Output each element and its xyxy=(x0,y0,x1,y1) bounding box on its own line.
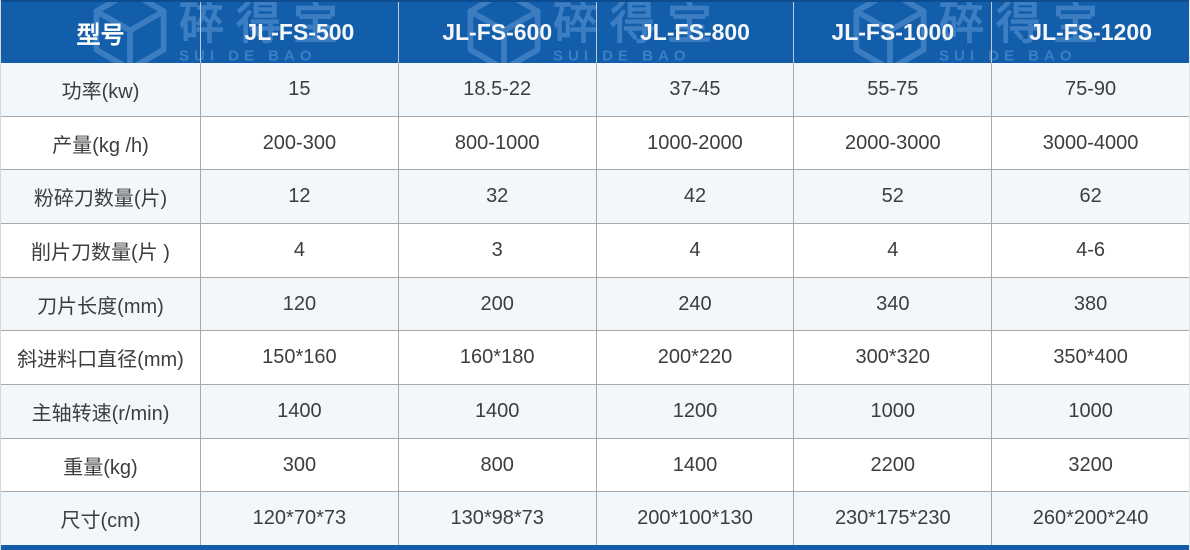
value-cell: 150*160 xyxy=(200,331,398,385)
value-cell: 37-45 xyxy=(595,63,794,116)
table-header-row: 碎得宝 SUI DE BAO 碎得宝 SUI DE BAO 碎得宝 SUI DE BAO … xyxy=(1,0,1189,63)
spec-row: 重量(kg) 300 800 1400 2200 3200 xyxy=(1,437,1189,492)
table-body: 功率(kw) 15 18.5-22 37-45 55-75 75-90 产量(kg /h) 2… xyxy=(1,63,1189,546)
value-cell: 3000-4000 xyxy=(991,116,1189,170)
value-cell: 4-6 xyxy=(991,224,1189,277)
value-cell: 120 xyxy=(200,277,398,331)
value-cell: 4 xyxy=(200,224,398,277)
value-cell: 32 xyxy=(397,170,596,224)
value-cell: 55-75 xyxy=(793,63,991,116)
value-cell: 800 xyxy=(397,438,596,492)
row-label-cell: 产量(kg /h) xyxy=(52,134,149,157)
header-model-cell: JL-FS-1000 xyxy=(793,2,991,63)
value-cell: 4 xyxy=(793,224,991,277)
value-cell: 1000 xyxy=(793,385,991,438)
row-label-cell: 重量(kg) xyxy=(63,456,138,479)
spec-row: 产量(kg /h) 200-300 800-1000 1000-2000 2000-30… xyxy=(1,115,1189,170)
value-cell: 1000-2000 xyxy=(595,116,794,170)
value-cell: 4 xyxy=(595,224,794,277)
value-cell: 1200 xyxy=(595,385,794,438)
value-cell: 75-90 xyxy=(991,63,1189,116)
spec-row: 削片刀数量(片 ) 4 3 4 4 4-6 xyxy=(1,223,1189,277)
value-cell: 1400 xyxy=(595,438,794,492)
value-cell: 2000-3000 xyxy=(793,116,991,170)
value-cell: 160*180 xyxy=(397,331,596,385)
row-label-cell: 斜进料口直径(mm) xyxy=(17,349,184,372)
value-cell: 300 xyxy=(200,438,398,492)
row-label-cell: 粉碎刀数量(片) xyxy=(33,188,168,211)
header-model-label: 型号 xyxy=(76,22,125,49)
row-label-cell: 尺寸(cm) xyxy=(60,510,141,533)
value-cell: 230*175*230 xyxy=(793,492,991,546)
spec-row: 刀片长度(mm) 120 200 240 340 380 xyxy=(1,276,1189,331)
spec-row: 粉碎刀数量(片) 12 32 42 52 62 xyxy=(1,169,1189,224)
row-label-cell: 刀片长度(mm) xyxy=(37,295,164,318)
value-cell: 340 xyxy=(793,277,991,331)
value-cell: 52 xyxy=(793,170,991,224)
value-cell: 42 xyxy=(595,170,794,224)
header-model-cell: JL-FS-500 xyxy=(200,2,398,63)
value-cell: 300*320 xyxy=(793,331,991,385)
value-cell: 12 xyxy=(200,170,398,224)
value-cell: 15 xyxy=(200,63,398,116)
value-cell: 200*100*130 xyxy=(595,492,794,546)
spec-row: 斜进料口直径(mm) 150*160 160*180 200*220 300*320 35… xyxy=(1,330,1189,385)
value-cell: 1400 xyxy=(397,385,596,438)
header-model-cell: JL-FS-600 xyxy=(397,2,596,63)
value-cell: 260*200*240 xyxy=(991,492,1189,546)
value-cell: 800-1000 xyxy=(397,116,596,170)
header-model-cell: JL-FS-1200 xyxy=(991,2,1189,63)
value-cell: 18.5-22 xyxy=(397,63,596,116)
row-label-cell: 主轴转速(r/min) xyxy=(31,402,170,425)
value-cell: 1000 xyxy=(991,385,1189,438)
value-cell: 3 xyxy=(397,224,596,277)
table-bottom-accent-bar xyxy=(1,545,1189,550)
value-cell: 2200 xyxy=(793,438,991,492)
header-model-cells: JL-FS-500 JL-FS-600 JL-FS-800 JL-FS-1000 JL-… xyxy=(200,2,1189,63)
value-cell: 1400 xyxy=(200,385,398,438)
header-model-cell: JL-FS-800 xyxy=(595,2,794,63)
value-cell: 380 xyxy=(991,277,1189,331)
value-cell: 200*220 xyxy=(595,331,794,385)
value-cell: 240 xyxy=(595,277,794,331)
row-label-cell: 功率(kw) xyxy=(61,80,140,103)
value-cell: 200-300 xyxy=(200,116,398,170)
value-cell: 200 xyxy=(397,277,596,331)
value-cell: 3200 xyxy=(991,438,1189,492)
value-cell: 350*400 xyxy=(991,331,1189,385)
value-cell: 62 xyxy=(991,170,1189,224)
spec-row: 尺寸(cm) 120*70*73 130*98*73 200*100*130 230*1… xyxy=(1,491,1189,546)
row-label-cell: 削片刀数量(片 ) xyxy=(31,241,170,264)
spec-row: 主轴转速(r/min) 1400 1400 1200 1000 1000 xyxy=(1,384,1189,438)
value-cell: 130*98*73 xyxy=(397,492,596,546)
value-cell: 120*70*73 xyxy=(200,492,398,546)
spec-row: 功率(kw) 15 18.5-22 37-45 55-75 75-90 xyxy=(1,63,1189,116)
